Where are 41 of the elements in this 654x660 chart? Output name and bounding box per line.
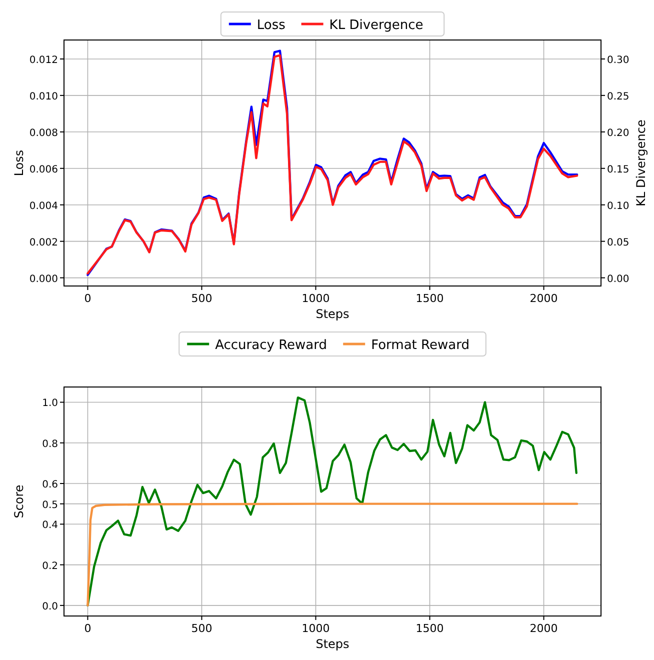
- y-tick-label: 0.6: [42, 480, 58, 491]
- x-tick-label: 0: [84, 292, 92, 305]
- y2-tick-label: 0.05: [607, 237, 630, 248]
- x-tick-label: 2000: [530, 622, 558, 635]
- y-tick-label: 0.002: [29, 237, 58, 248]
- y2-tick-label: 0.00: [607, 274, 630, 285]
- y-tick-label: 1.0: [42, 398, 58, 410]
- y-tick-label: 0.5: [42, 500, 58, 511]
- y-tick-label: 0.006: [29, 164, 58, 176]
- x-axis-title: Steps: [316, 637, 350, 651]
- line-series: [86, 502, 578, 607]
- x-tick-label: 0: [84, 622, 92, 635]
- legend-label: KL Divergence: [329, 18, 424, 33]
- y-tick-label: 0.000: [29, 274, 58, 285]
- legend-label: Format Reward: [371, 338, 470, 353]
- y2-tick-label: 0.25: [607, 91, 630, 102]
- y-tick-label: 0.004: [29, 200, 58, 212]
- x-tick-label: 2000: [530, 292, 558, 305]
- y-tick-label: 0.8: [42, 438, 58, 450]
- y2-axis-title: KL Divergence: [634, 120, 648, 206]
- y-tick-label: 0.0: [42, 601, 58, 612]
- y-tick-label: 0.2: [42, 560, 58, 572]
- y-axis-title: Score: [12, 484, 26, 518]
- y2-tick-label: 0.10: [607, 200, 630, 212]
- x-tick-label: 1000: [302, 292, 330, 305]
- x-axis-title: Steps: [316, 307, 350, 321]
- x-tick-label: 1500: [416, 622, 444, 635]
- x-tick-label: 1500: [416, 292, 444, 305]
- x-tick-label: 500: [191, 622, 212, 635]
- legend-label: Loss: [256, 18, 286, 33]
- y2-tick-label: 0.30: [607, 54, 630, 66]
- y-tick-label: 0.008: [29, 128, 58, 139]
- y-tick-label: 0.010: [29, 91, 58, 102]
- x-tick-label: 500: [191, 292, 212, 305]
- y-tick-label: 0.012: [29, 54, 58, 66]
- y-axis-title: Loss: [12, 150, 26, 176]
- x-tick-label: 1000: [302, 622, 330, 635]
- y2-tick-label: 0.15: [607, 164, 630, 176]
- y-tick-label: 0.4: [42, 520, 58, 532]
- legend-label: Accuracy Reward: [215, 338, 328, 353]
- y2-tick-label: 0.20: [607, 128, 630, 139]
